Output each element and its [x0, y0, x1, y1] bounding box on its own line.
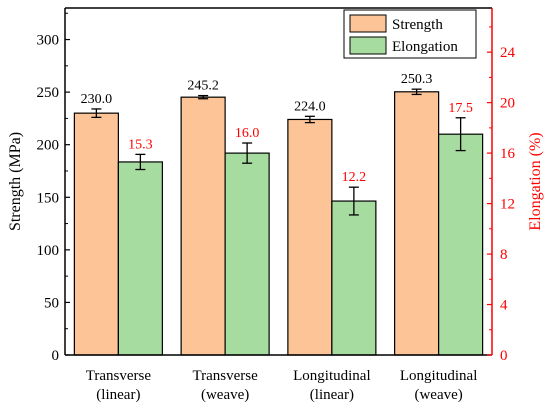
strength-value-label: 230.0: [81, 92, 113, 107]
category-label-line1: Transverse: [86, 368, 152, 384]
right-tick-label: 8: [500, 247, 508, 263]
legend-swatch-strength: [349, 14, 387, 33]
plot-layer: 230.0 15.3 Transverse (linear) 245.2 16.0 Tran…: [7, 7, 544, 403]
elongation-bar: [117, 161, 163, 356]
left-axis-title: Strength (MPa): [7, 132, 24, 231]
category-label-line2: (weave): [414, 387, 462, 403]
strength-bar: [73, 112, 119, 356]
strength-bar: [180, 96, 226, 356]
category-label-line2: (linear): [96, 387, 140, 403]
legend-label-elongation: Elongation: [392, 39, 458, 55]
left-tick-label: 150: [37, 190, 60, 206]
strength-value-label: 250.3: [401, 72, 433, 87]
left-tick-label: 0: [52, 348, 60, 364]
category-label-line1: Longitudinal: [400, 368, 478, 384]
right-tick-label: 12: [500, 197, 515, 213]
elongation-bar: [438, 133, 484, 356]
category-label-line1: Longitudinal: [293, 368, 371, 384]
elongation-value-label: 16.0: [235, 126, 260, 141]
left-tick-label: 200: [37, 138, 60, 154]
left-tick-label: 250: [37, 85, 60, 101]
elongation-value-label: 15.3: [128, 137, 153, 152]
left-tick-label: 50: [44, 295, 59, 311]
category-label-line1: Transverse: [192, 368, 258, 384]
strength-value-label: 245.2: [187, 79, 219, 94]
strength-bar: [394, 91, 440, 356]
elongation-value-label: 17.5: [448, 101, 473, 116]
legend-swatch-elongation: [349, 36, 387, 55]
left-tick-label: 100: [37, 243, 60, 259]
right-tick-label: 16: [500, 146, 516, 162]
elongation-value-label: 12.2: [342, 170, 367, 185]
strength-value-label: 224.0: [294, 99, 326, 114]
right-axis-title: Elongation (%): [527, 132, 544, 230]
right-tick-label: 20: [500, 96, 515, 112]
legend-label-strength: Strength: [392, 17, 443, 33]
category-label-line2: (weave): [201, 387, 249, 403]
elongation-bar: [331, 200, 377, 356]
right-tick-label: 0: [500, 348, 508, 364]
right-tick-label: 24: [500, 45, 516, 61]
category-label-line2: (linear): [310, 387, 354, 403]
elongation-bar: [224, 152, 270, 356]
right-tick-label: 4: [500, 298, 508, 314]
left-tick-label: 300: [37, 33, 60, 49]
strength-bar: [287, 118, 333, 356]
